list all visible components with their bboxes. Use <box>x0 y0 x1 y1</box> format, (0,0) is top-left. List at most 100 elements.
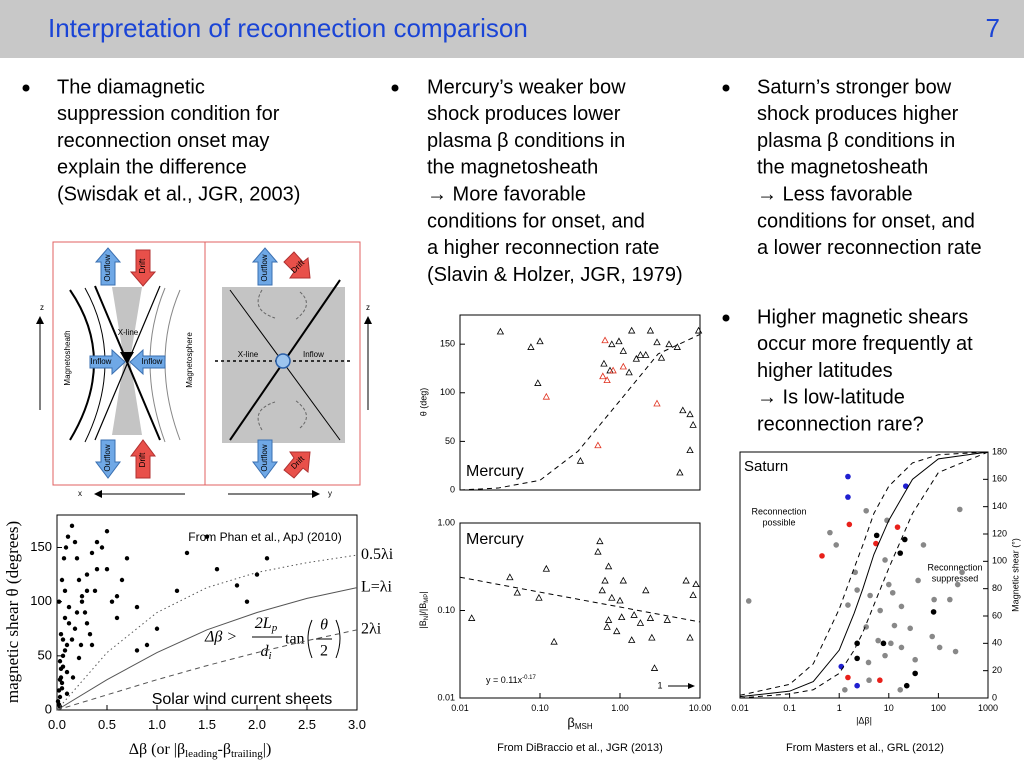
axis-arrow-head <box>36 316 44 324</box>
data-point <box>244 599 250 604</box>
plot-frame <box>459 522 701 699</box>
data-point <box>550 637 558 645</box>
label-part: |) <box>263 741 272 758</box>
y-tick-label: 0 <box>992 692 997 702</box>
data-point <box>69 637 75 642</box>
axis-arrow-head <box>364 316 372 324</box>
bullet-text: → Is low-latitude <box>757 387 905 409</box>
flow-line <box>257 289 307 431</box>
data-point <box>873 540 879 547</box>
data-point <box>79 594 85 599</box>
data-point <box>877 677 883 684</box>
data-point <box>204 534 210 539</box>
y-tick-label: 150 <box>30 539 52 554</box>
data-point <box>947 596 953 603</box>
data-point <box>594 547 602 555</box>
data-point <box>60 637 66 642</box>
axis-name: z <box>40 303 44 312</box>
diagram-label: Outflow <box>103 444 112 471</box>
data-point <box>692 580 700 588</box>
title-bar <box>0 0 1024 58</box>
data-point <box>854 587 860 593</box>
plot-frame <box>459 314 701 491</box>
data-point <box>94 566 100 572</box>
data-point <box>852 569 858 576</box>
diagram-label: Inflow <box>303 350 324 359</box>
bullet-text: plasma β conditions in <box>757 130 955 152</box>
data-point <box>76 655 82 661</box>
data-point <box>89 642 95 648</box>
label-part: |/|B <box>418 603 428 616</box>
data-point <box>542 564 551 572</box>
x-tick-label: 0.1 <box>783 703 796 713</box>
data-point <box>888 640 894 647</box>
label-part: |B <box>418 620 428 628</box>
data-point <box>214 566 220 572</box>
data-point <box>854 655 860 662</box>
data-point <box>496 327 505 335</box>
data-point <box>99 545 105 550</box>
drift-arrow <box>129 249 157 287</box>
data-point <box>873 532 880 539</box>
fit-text: y = 0.11x <box>486 675 523 685</box>
diagram-label: Inflow <box>91 357 112 366</box>
data-point <box>134 604 140 610</box>
slide-title: Interpretation of reconnection compariso… <box>48 13 528 43</box>
label-part: N <box>424 616 430 620</box>
curve-label: L=λi <box>361 578 393 595</box>
diagram-label: X-line <box>238 350 259 359</box>
data-point <box>863 507 869 514</box>
data-point <box>513 588 521 596</box>
bullet-text: → More favorable <box>427 183 586 205</box>
x-line-marker <box>275 353 291 369</box>
y-tick-label: 120 <box>992 528 1007 538</box>
data-point <box>254 572 260 577</box>
y-tick-label: 0 <box>45 701 52 716</box>
data-point <box>865 659 872 666</box>
y-tick-label: 50 <box>38 647 52 662</box>
annotation: possible <box>762 517 795 527</box>
data-point <box>78 642 84 648</box>
data-point <box>57 694 63 700</box>
curve <box>739 451 989 699</box>
axis-name: x <box>78 489 82 498</box>
fit-equation: y = 0.11x-0.17 <box>486 675 536 686</box>
data-point <box>891 622 898 629</box>
x-line-marker <box>120 352 134 364</box>
inflow-arrow <box>129 348 166 376</box>
data-point <box>535 593 543 601</box>
annotation: Reconnection <box>751 506 806 516</box>
parenthesis <box>307 619 341 659</box>
y-tick-label: 100 <box>30 593 52 608</box>
x-tick-label: 1.00 <box>611 703 629 713</box>
data-point <box>184 550 190 556</box>
data-point <box>642 586 650 594</box>
data-point <box>600 359 608 367</box>
annotation: Mercury <box>466 463 524 480</box>
bullet-text: (Slavin & Holzer, JGR, 1979) <box>427 264 683 286</box>
x-tick-label: 0.01 <box>731 703 749 713</box>
data-point <box>854 682 860 689</box>
x-tick-label: 10 <box>884 703 894 713</box>
data-point <box>929 633 936 640</box>
label-part: β <box>567 715 574 730</box>
formula-part: p <box>271 622 278 634</box>
formula-part: i <box>268 650 271 662</box>
data-point <box>867 592 873 599</box>
x-tick-label: 1.0 <box>148 717 166 732</box>
annotation: Solar wind current sheets <box>152 691 333 708</box>
data-point <box>608 340 616 348</box>
label-part: -β <box>218 741 231 758</box>
x-tick-label: 2.0 <box>248 717 266 732</box>
data-point <box>604 562 613 570</box>
data-point <box>609 366 617 374</box>
data-point <box>56 599 62 604</box>
x-axis-label: Δβ (or |βleading-βtrailing|) <box>129 741 272 760</box>
data-point <box>676 468 684 476</box>
x-tick-label: 0.5 <box>98 717 116 732</box>
data-point <box>959 569 965 576</box>
annotation: Saturn <box>744 458 788 475</box>
data-point <box>61 556 67 561</box>
data-point <box>599 372 607 380</box>
curve <box>739 451 989 698</box>
